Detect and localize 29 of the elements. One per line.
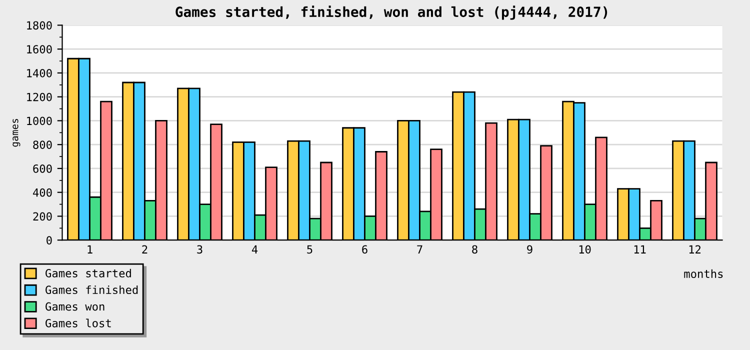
x-tick-label: 4 — [252, 245, 258, 254]
y-tick-label: 1600 — [27, 45, 52, 54]
legend-label: Games won — [46, 302, 104, 311]
y-tick-label: 200 — [33, 212, 52, 221]
x-tick-label: 3 — [197, 245, 202, 254]
y-tick-label: 600 — [33, 164, 52, 173]
x-tick-label: 7 — [417, 245, 422, 254]
y-tick-label: 1200 — [27, 92, 52, 102]
x-tick-label: 1 — [88, 245, 92, 254]
chart-title: Games started, finished, won and lost (pj4444, 2017) — [176, 6, 608, 20]
x-tick-label: 2 — [142, 245, 148, 254]
legend-label: Games finished — [46, 285, 138, 294]
y-tick-label: 400 — [33, 188, 52, 197]
x-tick-label: 8 — [472, 245, 478, 254]
x-tick-label: 5 — [307, 245, 312, 254]
x-tick-label: 12 — [689, 245, 700, 254]
y-tick-label: 1400 — [27, 68, 52, 78]
legend-label: Games lost — [46, 318, 111, 328]
y-tick-label: 800 — [33, 140, 52, 149]
x-tick-label: 11 — [634, 245, 646, 254]
x-axis-title: months — [684, 269, 723, 278]
x-tick-label: 10 — [579, 245, 591, 254]
y-tick-label: 1800 — [27, 21, 52, 30]
x-tick-label: 6 — [362, 245, 368, 254]
y-axis-title: games — [12, 118, 20, 147]
y-tick-label: 1000 — [27, 116, 52, 126]
x-tick-label: 9 — [527, 245, 532, 254]
y-tick-label: 0 — [46, 236, 52, 245]
legend-label: Games started — [46, 268, 131, 278]
